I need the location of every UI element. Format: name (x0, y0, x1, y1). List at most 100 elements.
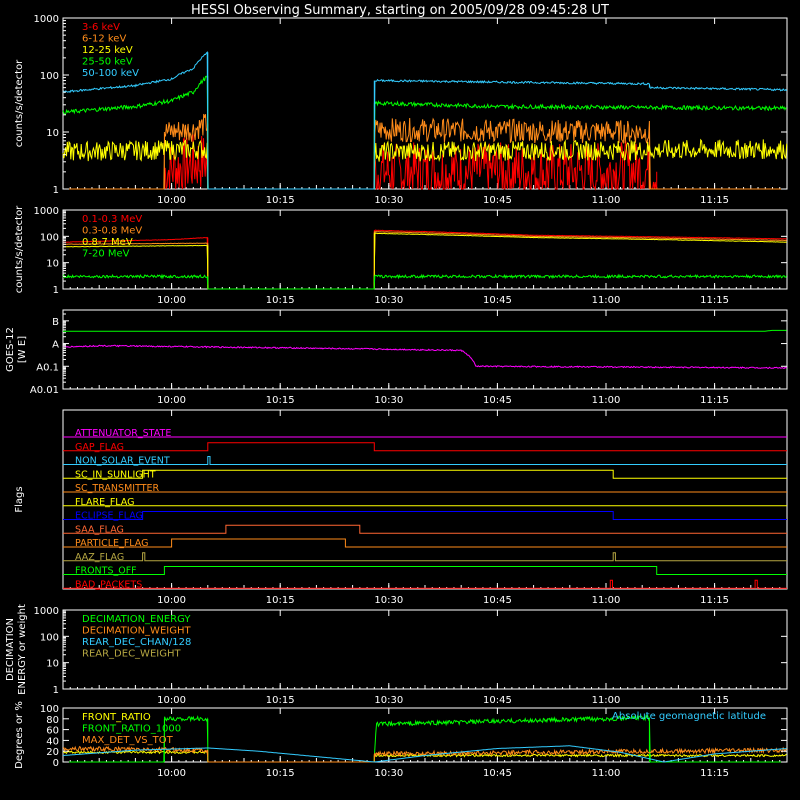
ratios-legend-item: FRONT_RATIO_1000 (82, 724, 181, 735)
xray-xtick-label: 11:15 (700, 195, 729, 206)
gamma-xtick-label: 11:00 (592, 295, 621, 306)
decimation-legend-item: REAR_DEC_WEIGHT (82, 649, 181, 660)
ratios-xtick-label: 10:15 (266, 768, 295, 779)
flag-label: ATTENUATOR_STATE (75, 428, 171, 439)
xray-xtick-label: 10:15 (266, 195, 295, 206)
ratios-ytick-label: 0 (53, 758, 59, 769)
decimation-xtick-label: 11:15 (700, 695, 729, 706)
ratios-ytick-label: 20 (46, 747, 59, 758)
ratios-ytick-label: 100 (40, 704, 59, 715)
decimation-ytick-label: 1000 (34, 606, 59, 617)
flags-xtick-label: 10:15 (266, 595, 295, 606)
panel-xray: 10:00 10:15 10:30 10:45 11:00 11:15 1 10 100 1000… (14, 14, 788, 206)
xray-xtick-label: 10:30 (374, 195, 403, 206)
xray-legend-item: 50-100 keV (82, 68, 139, 79)
flag-line-non-solar-event (63, 456, 787, 465)
ratios-xtick-label: 10:45 (483, 768, 512, 779)
xray-xtick-label: 11:00 (592, 195, 621, 206)
goes-ylabel: GOES-12 (5, 327, 16, 372)
gamma-legend-item: 7-20 MeV (82, 249, 130, 260)
gamma-ytick-label: 1000 (34, 206, 59, 217)
xray-ytick-label: 1 (53, 185, 59, 196)
decimation-legend-item: REAR_DEC_CHAN/128 (82, 637, 191, 648)
series-max-det-vs-tot (63, 745, 788, 763)
ratios-xtick-label: 10:30 (374, 768, 403, 779)
gamma-ytick-label: 1 (53, 285, 59, 296)
flag-line-particle-flag (63, 538, 787, 548)
ratios-ytick-label: 80 (46, 715, 59, 726)
goes-xtick-label: 10:30 (374, 395, 403, 406)
ratios-legend-item: MAX_DET_VS_TOT (82, 735, 174, 746)
flags-xtick-label: 10:45 (483, 595, 512, 606)
decimation-ytick-label: 1 (53, 685, 59, 696)
panel-flags: 10:00 10:15 10:30 10:45 11:00 11:15 ATTENUATOR… (14, 409, 788, 606)
decimation-legend-item: DECIMATION_WEIGHT (82, 626, 191, 637)
series-50-100-kev (62, 51, 788, 190)
flag-line-sc-in-sunlight (63, 469, 787, 479)
series-short (62, 344, 787, 369)
flag-label: SC_IN_SUNLIGHT (75, 469, 156, 480)
decimation-ylabel2: ENERGY or weight (17, 604, 28, 695)
gamma-legend-item: 0.1-0.3 MeV (82, 214, 142, 225)
decimation-ytick-label: 10 (46, 659, 59, 670)
xray-legend-item: 12-25 keV (82, 45, 133, 56)
decimation-xtick-label: 11:00 (592, 695, 621, 706)
panel-gamma: 10:00 10:15 10:30 10:45 11:00 11:15 1 10 100 1000… (14, 205, 788, 306)
xray-ytick-label: 100 (40, 71, 59, 82)
goes-ytick-label: B (52, 317, 59, 328)
flag-line-fronts-off (63, 566, 787, 575)
decimation-xtick-label: 10:00 (157, 695, 186, 706)
goes-xtick-label: 10:15 (266, 395, 295, 406)
flag-line-gap-flag (63, 442, 787, 452)
flag-label: GAP_FLAG (75, 442, 124, 453)
decimation-ylabel: DECIMATION (5, 618, 16, 681)
xray-legend-item: 25-50 keV (82, 57, 133, 68)
flag-label: BAD_PACKETS (75, 579, 142, 590)
xray-xtick-label: 10:45 (483, 195, 512, 206)
flag-label: SC_TRANSMITTER (75, 483, 160, 494)
series-0-8-7-mev (62, 232, 787, 290)
decimation-ytick-label: 100 (40, 632, 59, 643)
flag-label: SAA_FLAG (75, 524, 124, 535)
series-front-ratio-1000 (63, 714, 787, 763)
series-7-20-mev (62, 273, 788, 290)
gamma-legend-item: 0.8-7 MeV (82, 237, 133, 248)
flag-label: PARTICLE_FLAG (75, 538, 148, 549)
xray-ytick-label: 10 (46, 128, 59, 139)
decimation-xtick-label: 10:15 (266, 695, 295, 706)
decimation-legend-item: DECIMATION_ENERGY (82, 614, 191, 625)
flag-line-eclipse-flag (63, 511, 787, 520)
xray-ytick-label: 1000 (34, 14, 59, 25)
flag-label: ECLIPSE_FLAG (75, 511, 143, 522)
ratios-legend-item: FRONT_RATIO (82, 712, 151, 723)
flags-xtick-label: 10:00 (157, 595, 186, 606)
gamma-xtick-label: 10:15 (266, 295, 295, 306)
panels: 10:00 10:15 10:30 10:45 11:00 11:151101001000… (5, 14, 788, 779)
goes-xtick-label: 11:00 (592, 395, 621, 406)
xray-legend-item: 6-12 keV (82, 34, 126, 45)
flag-line-saa-flag (63, 524, 787, 534)
ratios-ytick-label: 60 (46, 726, 59, 737)
gamma-ytick-label: 100 (40, 232, 59, 243)
ratios-legend-right: Absolute geomagnetic latitude (612, 711, 766, 722)
gamma-ylabel: counts/s/detector (14, 205, 25, 293)
page-title: HESSI Observing Summary, starting on 200… (191, 3, 609, 18)
goes-ytick-label: A (52, 340, 59, 351)
gamma-legend-item: 0.3-0.8 MeV (82, 226, 142, 237)
gamma-ytick-label: 10 (46, 259, 59, 270)
decimation-xtick-label: 10:45 (483, 695, 512, 706)
flags-xtick-label: 11:00 (592, 595, 621, 606)
panel-ratios: 10:00 10:15 10:30 10:45 11:00 11:15 0204060801… (14, 701, 788, 779)
flags-xtick-label: 10:30 (374, 595, 403, 606)
xray-legend-item: 3-6 keV (82, 22, 120, 33)
flag-label: FRONTS_OFF (75, 566, 137, 577)
xray-ylabel: counts/s/detector (14, 59, 25, 147)
ratios-ylabel: Degrees or % (14, 701, 25, 769)
gamma-xtick-label: 10:00 (157, 295, 186, 306)
flag-label: FLARE_FLAG (75, 497, 135, 508)
goes-ylabel2: [W E] (17, 336, 28, 363)
flag-line-bad-packets (63, 579, 787, 589)
ratios-xtick-label: 11:15 (700, 768, 729, 779)
xray-xtick-label: 10:00 (157, 195, 186, 206)
ratios-ytick-label: 40 (46, 736, 59, 747)
